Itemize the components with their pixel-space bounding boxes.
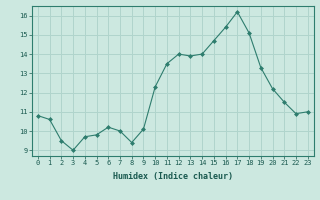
X-axis label: Humidex (Indice chaleur): Humidex (Indice chaleur) bbox=[113, 172, 233, 181]
